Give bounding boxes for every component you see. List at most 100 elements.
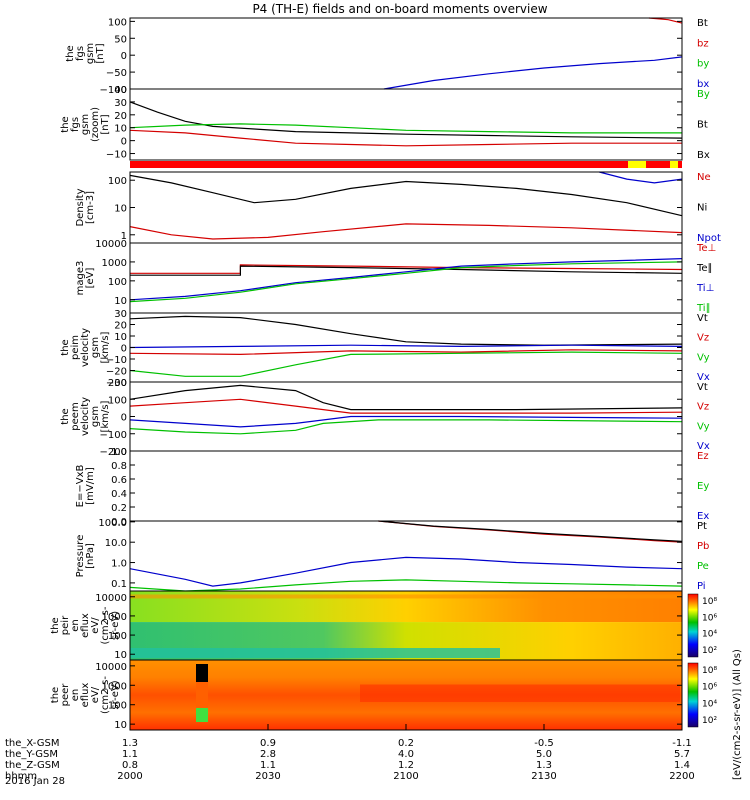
legend-entry-Vy: Vy [697, 421, 710, 432]
y-axis-label: peer [60, 683, 71, 707]
series-line-By [129, 123, 682, 134]
legend-entry-Ne: Ne [697, 172, 711, 183]
spectrogram-band [360, 684, 680, 702]
legend-entry-Bt: Bt [697, 120, 708, 131]
series-line-bz [648, 17, 683, 24]
y-tick-label: 0.6 [111, 475, 127, 486]
y-axis-label: gsm [90, 406, 101, 427]
colorbar-label: [eV/(cm2-s-sr-eV)] (All Qs) [732, 649, 743, 780]
series-line-Vy [129, 351, 683, 377]
colorbar [687, 662, 699, 728]
series-line-Vz [129, 398, 683, 414]
series-line-Vz [129, 349, 683, 356]
y-axis-label: [km/s] [100, 331, 111, 363]
colorbar-tick-label: 10² [702, 716, 717, 726]
legend-entry-Bt: Bt [697, 18, 708, 29]
x-axis-value: 2100 [393, 771, 418, 782]
legend-entry-bx: bx [697, 79, 709, 90]
y-tick-label: −20 [106, 367, 127, 378]
y-axis-label: [eV] [85, 268, 96, 289]
y-axis-label: eflux [80, 613, 91, 638]
panel-frame [129, 450, 683, 522]
legend-entry-Npot: Npot [697, 233, 721, 244]
series-line-bx [383, 56, 683, 90]
y-axis-label: the [60, 116, 71, 132]
x-axis-value: 2200 [669, 771, 694, 782]
series-line-Te∥ [130, 265, 683, 276]
panel-frame [129, 312, 683, 383]
series-line-Vy [129, 419, 683, 435]
y-axis-label: peim [70, 335, 81, 360]
y-tick-label: 100 [108, 631, 127, 642]
series-line-Vx [129, 415, 683, 428]
legend-entry-Te⊥: Te⊥ [696, 243, 716, 254]
series-line-Bt [129, 101, 683, 139]
y-tick-label: −100 [100, 85, 127, 96]
y-axis-label: the [65, 45, 76, 61]
y-axis-label: velocity [80, 397, 91, 436]
panel-frame [129, 171, 683, 244]
y-tick-label: 10000 [95, 593, 127, 604]
y-axis-label: (cm2-s- [100, 606, 111, 644]
series-line-Ni [129, 174, 683, 217]
x-axis-value: 5.7 [674, 749, 690, 760]
x-axis-value: 2.8 [260, 749, 276, 760]
y-tick-label: 1.0 [111, 447, 127, 458]
x-axis-value: 1.3 [536, 760, 552, 771]
y-axis-label: eV/ [90, 617, 101, 634]
y-tick-label: 0 [121, 413, 127, 424]
y-tick-label: 1000 [102, 258, 127, 269]
y-tick-label: 0.8 [111, 461, 127, 472]
legend-entry-by: by [697, 59, 709, 70]
quality-flag-segment [628, 161, 646, 168]
y-axis-label: [nT] [95, 43, 106, 63]
y-tick-label: −10 [106, 355, 127, 366]
y-tick-label: 30 [114, 309, 127, 320]
y-axis-label: (cm2-s- [100, 676, 111, 714]
colorbar [687, 593, 699, 658]
y-tick-label: 1000 [102, 612, 127, 623]
x-axis-value: 2000 [117, 771, 142, 782]
series-line-Ti⊥ [129, 258, 683, 301]
plot-title: P4 (TH-E) fields and on-board moments ov… [252, 2, 547, 16]
y-tick-label: 100 [108, 176, 127, 187]
y-axis-label: Density [75, 188, 86, 226]
date-label: 2016 Jan 28 [5, 776, 65, 787]
y-axis-label: peir [60, 615, 71, 635]
legend-entry-Vz: Vz [697, 402, 709, 413]
legend-entry-Vy: Vy [697, 352, 710, 363]
y-axis-label: gsm [80, 114, 91, 135]
y-tick-label: 10 [114, 720, 127, 731]
y-axis-label: sr-eV) [110, 611, 121, 640]
series-line-Ti∥ [129, 261, 683, 303]
y-tick-label: 100 [108, 17, 127, 28]
x-axis-row-label: hhmm [5, 771, 37, 782]
y-axis-label: fgs [75, 46, 86, 61]
y-axis-label: mage3 [75, 261, 86, 296]
y-tick-label: 10 [114, 124, 127, 135]
y-axis-label: [mV/m] [85, 467, 96, 505]
x-axis-value: 1.1 [122, 749, 138, 760]
series-line-Vx [129, 344, 683, 349]
y-tick-label: 100 [108, 277, 127, 288]
y-tick-label: −200 [100, 447, 127, 458]
x-axis-value: 0.8 [122, 760, 138, 771]
colorbar-tick-label: 10² [702, 646, 717, 656]
y-tick-label: 0 [121, 137, 127, 148]
y-axis-label: velocity [80, 328, 91, 367]
y-axis-label: E=−VxB [75, 465, 86, 508]
x-axis-row-label: the_X-GSM [5, 738, 59, 749]
y-tick-label: 0.0 [111, 517, 127, 528]
legend-entry-Pi: Pi [697, 581, 706, 592]
colorbar-tick-label: 10⁸ [702, 666, 717, 676]
y-tick-label: −100 [100, 430, 127, 441]
y-axis-label: en [70, 689, 81, 702]
y-axis-label: Pressure [75, 535, 86, 578]
y-tick-label: 0 [121, 344, 127, 355]
x-axis-value: 4.0 [398, 749, 414, 760]
y-tick-label: 100.0 [98, 518, 127, 529]
y-tick-label: 1000 [102, 681, 127, 692]
